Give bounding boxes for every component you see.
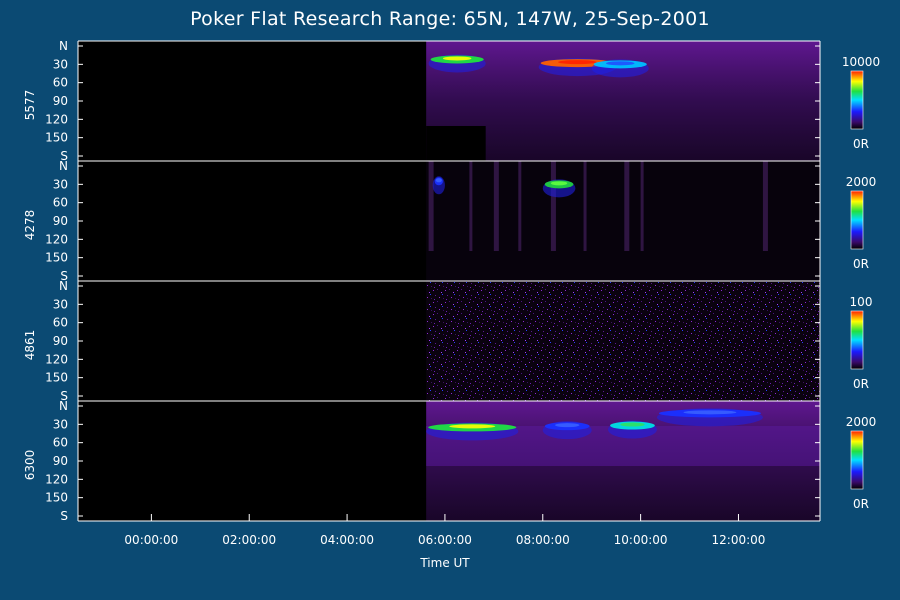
y-tick-label: 120 — [45, 232, 68, 246]
y-tick-label: S — [60, 509, 68, 523]
arc-core — [620, 422, 645, 427]
x-tick-label: 10:00:00 — [614, 533, 668, 547]
y-tick-label: N — [59, 279, 68, 293]
arc-core — [550, 181, 568, 186]
arc-core — [449, 424, 496, 429]
y-tick-label: 30 — [53, 57, 68, 71]
data-streak — [762, 161, 768, 251]
data-streak — [583, 161, 587, 251]
wavelength-label: 6300 — [23, 450, 37, 481]
data-streak — [493, 161, 499, 251]
y-tick-label: 150 — [45, 371, 68, 385]
x-tick-label: 08:00:00 — [516, 533, 570, 547]
arc-core — [558, 60, 597, 65]
x-tick-label: 02:00:00 — [222, 533, 276, 547]
y-tick-label: 150 — [45, 491, 68, 505]
y-tick-label: 120 — [45, 352, 68, 366]
panel-5577: N 30 60 90 120 150 S 5577 10000 0R — [23, 39, 880, 163]
data-streak — [550, 161, 556, 251]
y-tick-label: 30 — [53, 297, 68, 311]
wavelength-label: 4278 — [23, 210, 37, 241]
data-region — [426, 161, 820, 281]
y-tick-label: 90 — [53, 454, 68, 468]
panel-6300: N 30 60 90 120 150 S 6300 2000 0R — [23, 399, 876, 523]
panel-4861: N 30 60 90 120 150 S 4861 100 0R — [23, 279, 872, 403]
data-gap — [426, 126, 486, 161]
colorbar-min-label: 0R — [853, 497, 869, 511]
colorbar — [850, 70, 864, 130]
y-tick-label: 30 — [53, 417, 68, 431]
y-tick-label: 60 — [53, 436, 68, 450]
data-streak — [428, 161, 434, 251]
y-tick-label: 90 — [53, 214, 68, 228]
y-tick-label: 150 — [45, 251, 68, 265]
y-tick-label: 60 — [53, 196, 68, 210]
y-tick-label: 60 — [53, 76, 68, 90]
y-tick-label: N — [59, 159, 68, 173]
colorbar-min-label: 0R — [853, 137, 869, 151]
y-tick-label: S — [60, 389, 68, 403]
data-streak — [518, 161, 522, 251]
y-tick-label: 60 — [53, 316, 68, 330]
wavelength-label: 5577 — [23, 90, 37, 121]
x-tick-label: 12:00:00 — [712, 533, 766, 547]
colorbar-max-label: 100 — [850, 295, 873, 309]
colorbar-min-label: 0R — [853, 257, 869, 271]
x-tick-label: 00:00:00 — [124, 533, 178, 547]
y-tick-label: 30 — [53, 177, 68, 191]
y-tick-label: N — [59, 399, 68, 413]
wavelength-label: 4861 — [23, 330, 37, 361]
y-tick-label: 120 — [45, 112, 68, 126]
colorbar — [850, 310, 864, 370]
y-tick-label: S — [60, 269, 68, 283]
colorbar-min-label: 0R — [853, 377, 869, 391]
y-tick-label: S — [60, 149, 68, 163]
colorbar — [850, 430, 864, 490]
arc-core — [442, 56, 472, 61]
x-axis-label: Time UT — [420, 556, 470, 570]
y-tick-label: 90 — [53, 94, 68, 108]
colorbar-max-label: 2000 — [846, 175, 877, 189]
arc-core — [605, 61, 635, 66]
colorbar-max-label: 2000 — [846, 415, 877, 429]
y-tick-label: 90 — [53, 334, 68, 348]
chart-title: Poker Flat Research Range: 65N, 147W, 25… — [190, 8, 710, 30]
data-region — [426, 281, 820, 401]
panel-4278: N 30 60 90 120 150 S 4278 2000 0R — [23, 159, 876, 283]
arc-core — [435, 178, 442, 183]
data-streak — [469, 161, 473, 251]
arc-core — [683, 410, 737, 415]
colorbar-max-label: 10000 — [842, 55, 880, 69]
colorbar — [850, 190, 864, 250]
data-streak — [624, 161, 630, 251]
x-tick-label: 06:00:00 — [418, 533, 472, 547]
data-streak — [640, 161, 644, 251]
arc-core — [555, 423, 580, 428]
y-tick-label: 150 — [45, 131, 68, 145]
x-tick-label: 04:00:00 — [320, 533, 374, 547]
y-tick-label: N — [59, 39, 68, 53]
y-tick-label: 120 — [45, 472, 68, 486]
